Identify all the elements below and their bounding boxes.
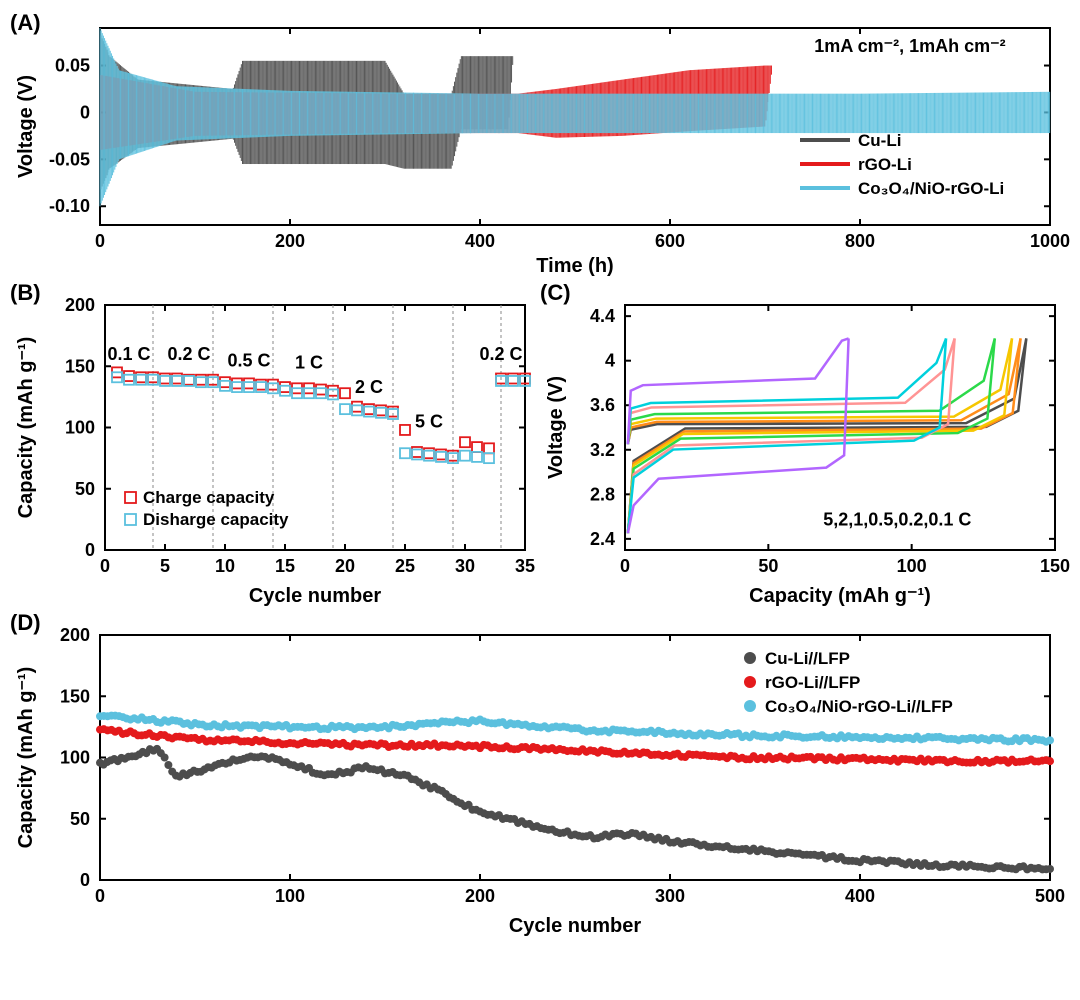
legend-b: Charge capacity Disharge capacity — [125, 488, 289, 529]
svg-text:-0.10: -0.10 — [49, 196, 90, 216]
curve-1 — [628, 338, 995, 533]
svg-text:0: 0 — [95, 231, 105, 251]
legend-a: Cu-Li rGO-Li Co₃O₄/NiO-rGO-Li — [800, 131, 1004, 198]
svg-text:0: 0 — [95, 886, 105, 906]
panel-a: (A) 0 200 400 600 800 1000 -0.10 -0.05 0 0.05 Time… — [10, 10, 1070, 280]
svg-text:5,2,1,0.5,0.2,0.1 C: 5,2,1,0.5,0.2,0.1 C — [823, 510, 971, 530]
svg-text:150: 150 — [65, 356, 95, 376]
svg-text:3.2: 3.2 — [590, 440, 615, 460]
svg-text:1 C: 1 C — [295, 353, 323, 373]
svg-text:200: 200 — [275, 231, 305, 251]
svg-text:Cu-Li: Cu-Li — [858, 131, 901, 150]
svg-text:0.2 C: 0.2 C — [479, 344, 522, 364]
svg-text:100: 100 — [897, 556, 927, 576]
svg-text:Charge capacity: Charge capacity — [143, 488, 275, 507]
svg-text:50: 50 — [70, 809, 90, 829]
svg-text:2 C: 2 C — [355, 377, 383, 397]
svg-text:Co₃O₄/NiO-rGO-Li: Co₃O₄/NiO-rGO-Li — [858, 179, 1004, 198]
svg-text:2.8: 2.8 — [590, 484, 615, 504]
svg-text:3.6: 3.6 — [590, 395, 615, 415]
series-Charge capacity — [112, 367, 530, 460]
svg-text:-0.05: -0.05 — [49, 149, 90, 169]
panel-a-label: (A) — [10, 10, 41, 36]
svg-text:2.4: 2.4 — [590, 529, 615, 549]
svg-text:0: 0 — [100, 556, 110, 576]
series-Cu-Li//LFP — [96, 745, 1054, 874]
svg-text:0: 0 — [620, 556, 630, 576]
svg-text:30: 30 — [455, 556, 475, 576]
svg-text:1mA cm⁻², 1mAh cm⁻²: 1mA cm⁻², 1mAh cm⁻² — [814, 36, 1005, 56]
panel-b-label: (B) — [10, 280, 41, 306]
svg-text:4: 4 — [605, 351, 615, 371]
svg-text:200: 200 — [60, 625, 90, 645]
svg-text:rGO-Li//LFP: rGO-Li//LFP — [765, 673, 860, 692]
svg-text:400: 400 — [465, 231, 495, 251]
svg-text:0: 0 — [80, 102, 90, 122]
svg-text:5: 5 — [160, 556, 170, 576]
panel-c-label: (C) — [540, 280, 571, 306]
svg-text:100: 100 — [275, 886, 305, 906]
svg-text:50: 50 — [758, 556, 778, 576]
svg-text:150: 150 — [60, 686, 90, 706]
svg-text:1000: 1000 — [1030, 231, 1070, 251]
svg-text:Voltage (V): Voltage (V) — [15, 75, 37, 178]
svg-text:500: 500 — [1035, 886, 1065, 906]
svg-text:600: 600 — [655, 231, 685, 251]
svg-text:400: 400 — [845, 886, 875, 906]
svg-text:0.2 C: 0.2 C — [167, 344, 210, 364]
svg-text:Cycle number: Cycle number — [509, 915, 641, 937]
svg-text:4.4: 4.4 — [590, 306, 615, 326]
svg-text:Cu-Li//LFP: Cu-Li//LFP — [765, 649, 850, 668]
svg-text:Capacity (mAh g⁻¹): Capacity (mAh g⁻¹) — [15, 337, 37, 519]
legend-d: Cu-Li//LFP rGO-Li//LFP Co₃O₄/NiO-rGO-Li//L… — [744, 649, 953, 716]
svg-text:35: 35 — [515, 556, 535, 576]
svg-text:10: 10 — [215, 556, 235, 576]
panel-d: (D) 0 100 200 300 400 500 0 50 100 150 200 Cycle nu… — [10, 610, 1070, 940]
svg-text:Capacity (mAh g⁻¹): Capacity (mAh g⁻¹) — [15, 667, 37, 849]
svg-text:Disharge capacity: Disharge capacity — [143, 510, 289, 529]
svg-text:800: 800 — [845, 231, 875, 251]
svg-text:300: 300 — [655, 886, 685, 906]
svg-text:Voltage (V): Voltage (V) — [545, 376, 567, 479]
svg-text:0.5 C: 0.5 C — [227, 350, 270, 370]
svg-text:15: 15 — [275, 556, 295, 576]
svg-text:0.1 C: 0.1 C — [107, 344, 150, 364]
svg-text:Time (h): Time (h) — [536, 255, 613, 277]
series-Disharge capacity — [112, 372, 530, 463]
panel-d-label: (D) — [10, 610, 41, 636]
svg-text:rGO-Li: rGO-Li — [858, 155, 912, 174]
panel-c: (C) 0 50 100 150 2.4 2.8 3.2 3.6 4 4.4 Capacity (m… — [540, 280, 1070, 610]
svg-text:20: 20 — [335, 556, 355, 576]
svg-text:200: 200 — [465, 886, 495, 906]
svg-text:0.05: 0.05 — [55, 56, 90, 76]
svg-text:100: 100 — [60, 748, 90, 768]
svg-text:25: 25 — [395, 556, 415, 576]
svg-text:5 C: 5 C — [415, 412, 443, 432]
svg-text:0: 0 — [80, 870, 90, 890]
svg-text:200: 200 — [65, 295, 95, 315]
panel-b: (B) 0 5 10 15 20 25 30 35 0 50 100 150 200 Cycle numb… — [10, 280, 540, 610]
svg-text:Cycle number: Cycle number — [249, 585, 381, 607]
svg-text:Co₃O₄/NiO-rGO-Li//LFP: Co₃O₄/NiO-rGO-Li//LFP — [765, 697, 953, 716]
svg-text:50: 50 — [75, 479, 95, 499]
svg-text:0: 0 — [85, 540, 95, 560]
svg-text:Capacity (mAh g⁻¹): Capacity (mAh g⁻¹) — [749, 585, 931, 607]
svg-text:100: 100 — [65, 418, 95, 438]
svg-text:150: 150 — [1040, 556, 1070, 576]
